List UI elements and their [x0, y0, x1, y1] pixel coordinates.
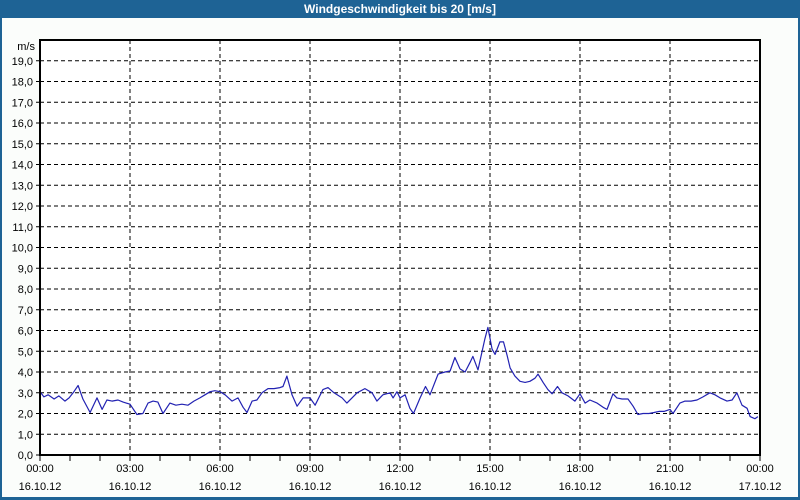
y-tick-label: 12,0: [12, 201, 33, 213]
x-tick-date-label: 16.10.12: [469, 481, 512, 493]
y-tick-label: 17,0: [12, 97, 33, 109]
y-tick-label: 13,0: [12, 180, 33, 192]
y-axis-unit-label: m/s: [17, 41, 35, 53]
y-tick-label: 15,0: [12, 139, 33, 151]
y-tick-label: 1,0: [18, 429, 33, 441]
x-tick-date-label: 16.10.12: [649, 481, 692, 493]
y-tick-label: 14,0: [12, 160, 33, 172]
x-tick-time-label: 00:00: [746, 463, 774, 475]
y-tick-label: 11,0: [12, 222, 33, 234]
y-tick-label: 18,0: [12, 77, 33, 89]
window-title: Windgeschwindigkeit bis 20 [m/s]: [304, 2, 496, 16]
y-tick-label: 3,0: [18, 388, 33, 400]
x-tick-time-label: 03:00: [116, 463, 144, 475]
y-tick-label: 0,0: [18, 450, 33, 462]
x-tick-time-label: 00:00: [26, 463, 54, 475]
x-tick-date-label: 16.10.12: [199, 481, 242, 493]
x-tick-date-label: 17.10.12: [739, 481, 782, 493]
y-tick-label: 2,0: [18, 409, 33, 421]
y-tick-label: 4,0: [18, 367, 33, 379]
wind-speed-line: [39, 326, 759, 420]
x-tick-date-label: 16.10.12: [379, 481, 422, 493]
y-tick-label: 7,0: [18, 305, 33, 317]
x-tick-time-label: 06:00: [206, 463, 234, 475]
y-tick-label: 6,0: [18, 326, 33, 338]
x-tick-date-label: 16.10.12: [19, 481, 62, 493]
x-tick-time-label: 09:00: [296, 463, 324, 475]
x-tick-date-label: 16.10.12: [109, 481, 152, 493]
y-tick-label: 10,0: [12, 243, 33, 255]
title-bar: Windgeschwindigkeit bis 20 [m/s]: [2, 0, 798, 18]
x-tick-date-label: 16.10.12: [289, 481, 332, 493]
x-tick-time-label: 18:00: [566, 463, 594, 475]
y-tick-label: 16,0: [12, 118, 33, 130]
x-tick-time-label: 21:00: [656, 463, 684, 475]
x-tick-time-label: 12:00: [386, 463, 414, 475]
y-tick-label: 9,0: [18, 263, 33, 275]
x-tick-date-label: 16.10.12: [559, 481, 602, 493]
y-tick-label: 8,0: [18, 284, 33, 296]
y-tick-label: 19,0: [12, 56, 33, 68]
x-tick-time-label: 15:00: [476, 463, 504, 475]
y-tick-label: 5,0: [18, 346, 33, 358]
